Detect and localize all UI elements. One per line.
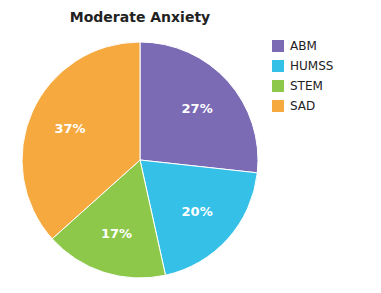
pie bbox=[22, 42, 258, 278]
legend-swatch bbox=[272, 80, 284, 92]
legend-item: ABM bbox=[272, 39, 317, 53]
legend: ABM HUMSS STEM SAD bbox=[272, 39, 333, 113]
data-labels: 27% 20% 17% 37% bbox=[54, 101, 212, 240]
legend-swatch bbox=[272, 100, 284, 112]
legend-item: HUMSS bbox=[272, 59, 333, 73]
legend-label: HUMSS bbox=[290, 59, 333, 73]
data-label: 20% bbox=[182, 204, 213, 219]
title: Moderate Anxiety bbox=[70, 9, 210, 25]
legend-label: SAD bbox=[290, 99, 315, 113]
legend-label: STEM bbox=[290, 79, 323, 93]
pie-slice bbox=[140, 42, 258, 173]
legend-item: STEM bbox=[272, 79, 323, 93]
chart: Moderate Anxiety 27% 20% 17% 37% ABM HUMSS STEM… bbox=[0, 0, 381, 293]
data-label: 37% bbox=[54, 121, 85, 136]
pie-slice bbox=[22, 42, 140, 239]
legend-label: ABM bbox=[290, 39, 317, 53]
data-label: 17% bbox=[101, 226, 132, 241]
legend-swatch bbox=[272, 60, 284, 72]
legend-swatch bbox=[272, 40, 284, 52]
legend-item: SAD bbox=[272, 99, 315, 113]
data-label: 27% bbox=[182, 101, 213, 116]
